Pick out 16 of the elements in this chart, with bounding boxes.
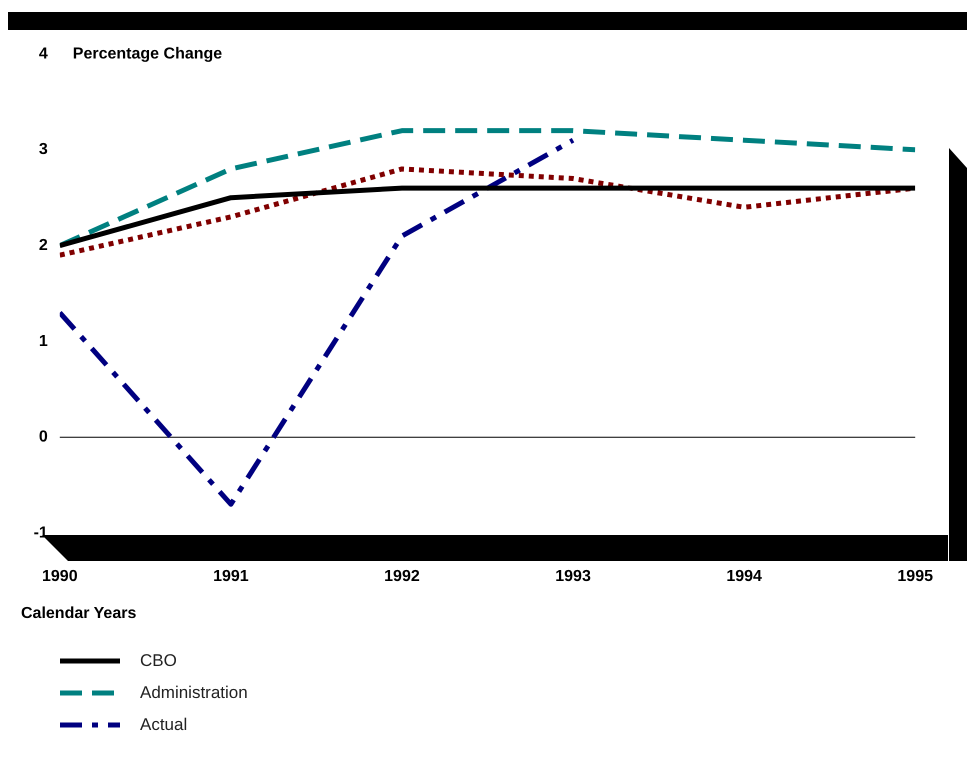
y-tick-label: 0 <box>38 428 48 446</box>
x-tick-label: 1991 <box>213 568 249 586</box>
x-tick-label: 1992 <box>384 568 420 586</box>
x-tick-label: 1990 <box>42 568 78 586</box>
legend-label: Actual <box>140 715 188 735</box>
y-tick-label: 1 <box>38 332 48 350</box>
x-tick-label: 1993 <box>555 568 591 586</box>
legend-label: CBO <box>140 651 177 671</box>
legend-label: Administration <box>140 683 248 703</box>
x-axis-title: Calendar Years <box>21 605 138 623</box>
y-tick-label: 3 <box>38 141 48 158</box>
y-tick-label: 2 <box>38 237 48 254</box>
x-tick-label: 1994 <box>726 568 762 586</box>
y-tick-label: 4 <box>38 45 48 62</box>
y-axis-title: Percentage Change <box>72 45 222 62</box>
x-tick-label: 1995 <box>897 568 934 586</box>
